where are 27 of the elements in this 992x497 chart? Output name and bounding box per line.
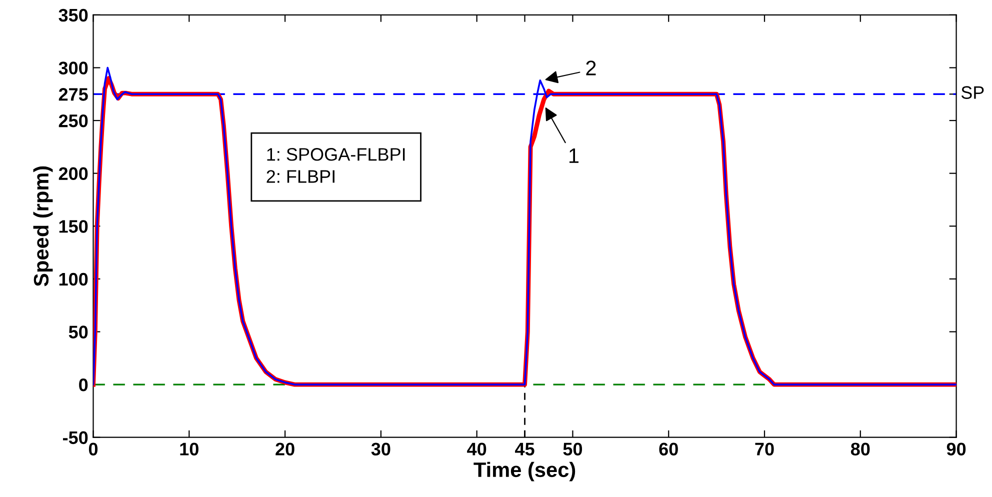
annotation: 2 [586, 60, 596, 76]
y-tick-label: 100 [59, 272, 88, 286]
y-tick-label: 50 [68, 326, 88, 338]
y-tick-label: 150 [59, 220, 88, 233]
y-axis-title: Speed (rpm) [33, 166, 53, 286]
x-tick-label: 0 [88, 442, 98, 456]
annotation: 1: SPOGA-FLBPI 2: FLBPI [266, 148, 405, 183]
x-tick-label: 90 [946, 442, 966, 456]
x-tick-label: 50 [563, 442, 582, 456]
y-tick-label: 200 [58, 167, 88, 180]
x-tick-label: 30 [371, 442, 390, 456]
x-axis-title: Time (sec) [474, 462, 576, 482]
y-tick-label: 0 [79, 378, 88, 392]
y-tick-label: 250 [58, 114, 88, 128]
x-tick-label: 20 [276, 442, 294, 456]
y-tick-label: 275 [58, 88, 88, 101]
y-tick-label: -50 [63, 431, 88, 444]
x-tick-label: 40 [467, 442, 486, 456]
x-tick-label: 60 [659, 442, 678, 456]
x-tick-label: 80 [850, 442, 870, 456]
x-tick-label: 10 [180, 442, 198, 456]
y-tick-label: 300 [58, 62, 88, 74]
annotation: 1 [570, 148, 578, 163]
y-tick-label: 350 [58, 8, 88, 22]
ref-line-label: SP [961, 86, 984, 99]
x-tick-label: 70 [755, 442, 774, 456]
x-tick-label: 45 [515, 442, 534, 456]
